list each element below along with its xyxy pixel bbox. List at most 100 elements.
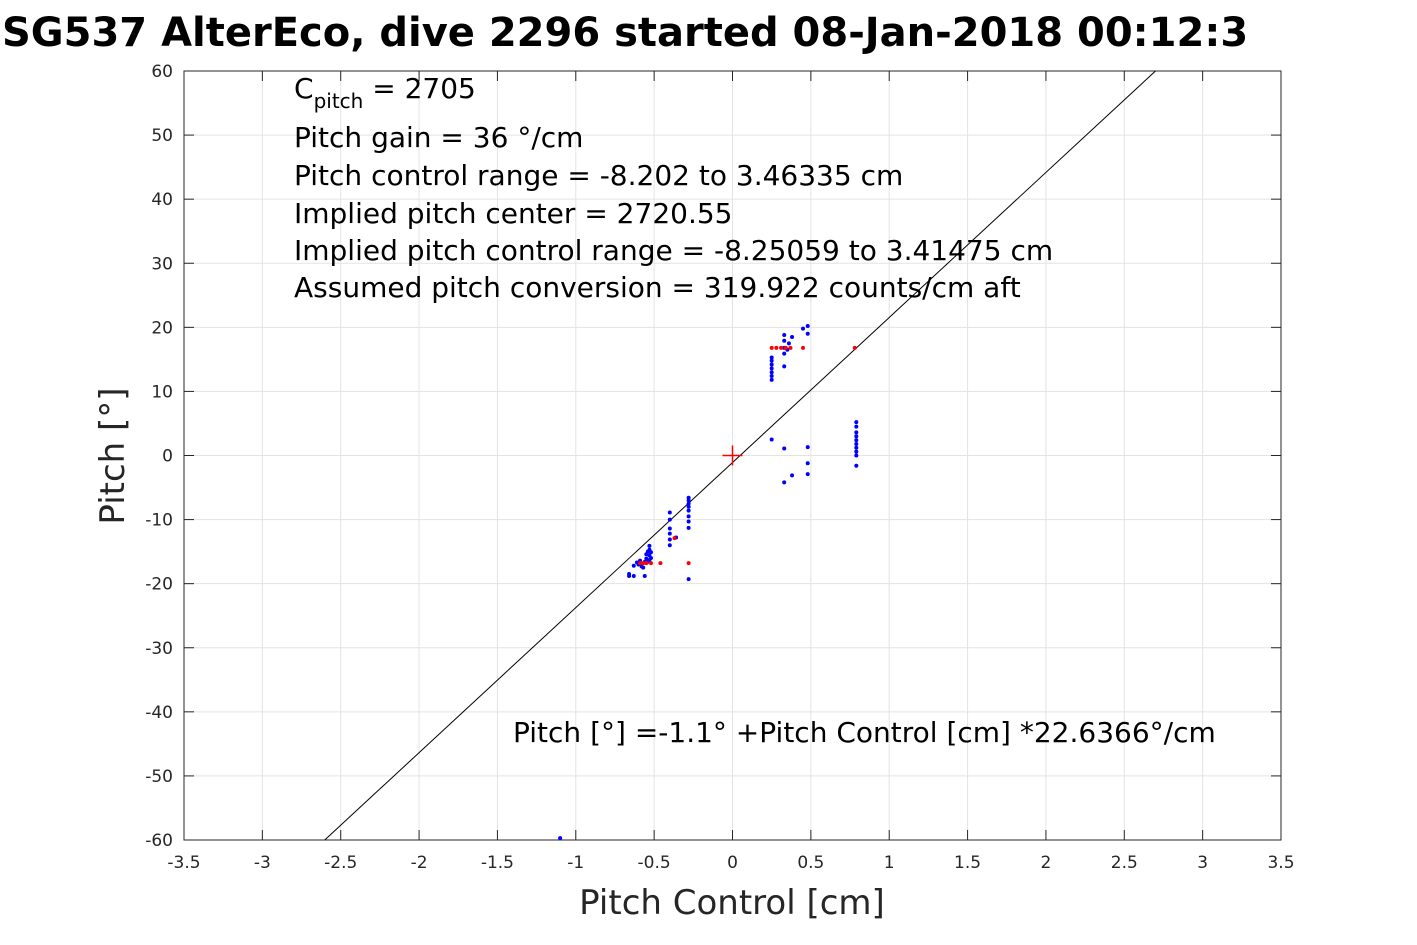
y-tick-label: -40 [145,703,173,723]
y-tick-label: 60 [151,62,173,82]
data-point-blue [686,508,691,513]
data-point-blue [782,446,787,451]
y-gridlines [184,70,1281,841]
data-point-blue [558,836,563,841]
data-point-blue [854,463,859,468]
x-axis-label: Pitch Control [cm] [579,883,885,923]
data-point-red [788,345,793,350]
data-point-blue [769,370,774,375]
data-point-blue [805,324,810,329]
data-point-blue [667,537,672,542]
y-axis-ticks: 60 50 40 30 20 10 0 -10 -20 -30 -40 -50 -60 [145,62,1281,851]
data-point-red [672,536,677,541]
data-point-blue [769,358,774,363]
data-point-blue [854,449,859,454]
data-point-blue [805,331,810,336]
y-tick-label: 0 [162,447,173,467]
x-axis-ticks: -3.5 -3 -2.5 -2 -1.5 -1 -0.5 0 0.5 1 1.5 2 2.5 3 3.5 [167,71,1295,873]
annotation-pitch-gain: Pitch gain = 36 °/cm [294,121,583,154]
data-point-blue [644,556,649,561]
data-point-blue [686,514,691,519]
c-pitch-subscript: pitch [314,89,364,113]
data-point-red [641,561,646,566]
data-point-blue [805,445,810,450]
y-tick-label: -20 [145,575,173,595]
annotation-c-pitch: Cpitch = 2705 [294,72,476,113]
annotation-fit-equation: Pitch [°] =-1.1° +Pitch Control [cm] *22… [513,716,1216,749]
data-point-blue [782,333,787,338]
y-tick-label: -50 [145,767,173,787]
y-tick-label: 10 [151,382,173,402]
data-point-red [638,561,643,566]
data-point-blue [801,326,806,331]
data-point-blue [769,355,774,360]
x-tick-label: 0 [727,853,738,873]
data-point-blue [769,377,774,382]
y-tick-label: -10 [145,511,173,531]
data-point-blue [782,351,787,356]
data-point-red [801,345,806,350]
chart-title: SG537 AlterEco, dive 2296 started 08-Jan… [2,10,1248,56]
data-point-blue [854,430,859,435]
data-point-blue [790,334,795,339]
data-point-red [783,345,788,350]
data-point-blue [786,341,791,346]
data-point-blue [769,366,774,371]
x-tick-label: 3.5 [1267,853,1294,873]
c-pitch-base: C [294,72,314,105]
data-point-blue [647,543,652,548]
data-point-blue [686,519,691,524]
x-tick-label: 3 [1197,853,1208,873]
x-tick-label: -2 [411,853,428,873]
data-point-red [774,345,779,350]
data-point-blue [769,362,774,367]
data-point-blue [631,573,636,578]
data-point-blue [686,504,691,509]
data-point-blue [854,438,859,443]
c-pitch-value: = 2705 [363,72,476,105]
data-point-blue [854,453,859,458]
data-point-blue [782,364,787,369]
data-point-blue [769,374,774,379]
y-tick-label: -30 [145,639,173,659]
y-tick-label: 40 [151,190,173,210]
data-point-blue [641,565,646,570]
data-point-blue [854,441,859,446]
y-tick-label: 20 [151,318,173,338]
x-tick-label: 1 [884,853,895,873]
data-point-blue [667,543,672,548]
data-point-blue [627,573,632,578]
data-point-blue [686,577,691,582]
x-tick-label: 1.5 [954,853,981,873]
y-tick-label: -60 [145,831,173,851]
data-point-red [658,561,663,566]
data-point-blue [642,573,647,578]
data-point-blue [686,498,691,503]
x-tick-label: 2 [1041,853,1052,873]
data-point-blue [649,550,654,555]
data-point-blue [782,338,787,343]
data-point-red [686,561,691,566]
data-point-red [769,345,774,350]
data-point-blue [854,445,859,450]
x-tick-label: 0.5 [797,853,824,873]
data-point-blue [649,556,654,561]
center-marker [722,445,743,466]
data-point-blue [667,517,672,522]
data-point-blue [667,526,672,531]
x-tick-label: 2.5 [1111,853,1138,873]
data-point-blue [686,525,691,530]
x-tick-label: -3.5 [167,853,200,873]
data-point-blue [805,461,810,466]
data-point-blue [631,563,636,568]
data-point-blue [854,434,859,439]
y-tick-label: 30 [151,254,173,274]
x-tick-label: -0.5 [638,853,671,873]
data-points [558,324,859,841]
data-point-blue [782,480,787,485]
data-point-red [852,345,857,350]
data-point-red [644,561,649,566]
data-point-blue [805,472,810,477]
x-tick-label: -3 [254,853,271,873]
data-point-blue [667,510,672,515]
